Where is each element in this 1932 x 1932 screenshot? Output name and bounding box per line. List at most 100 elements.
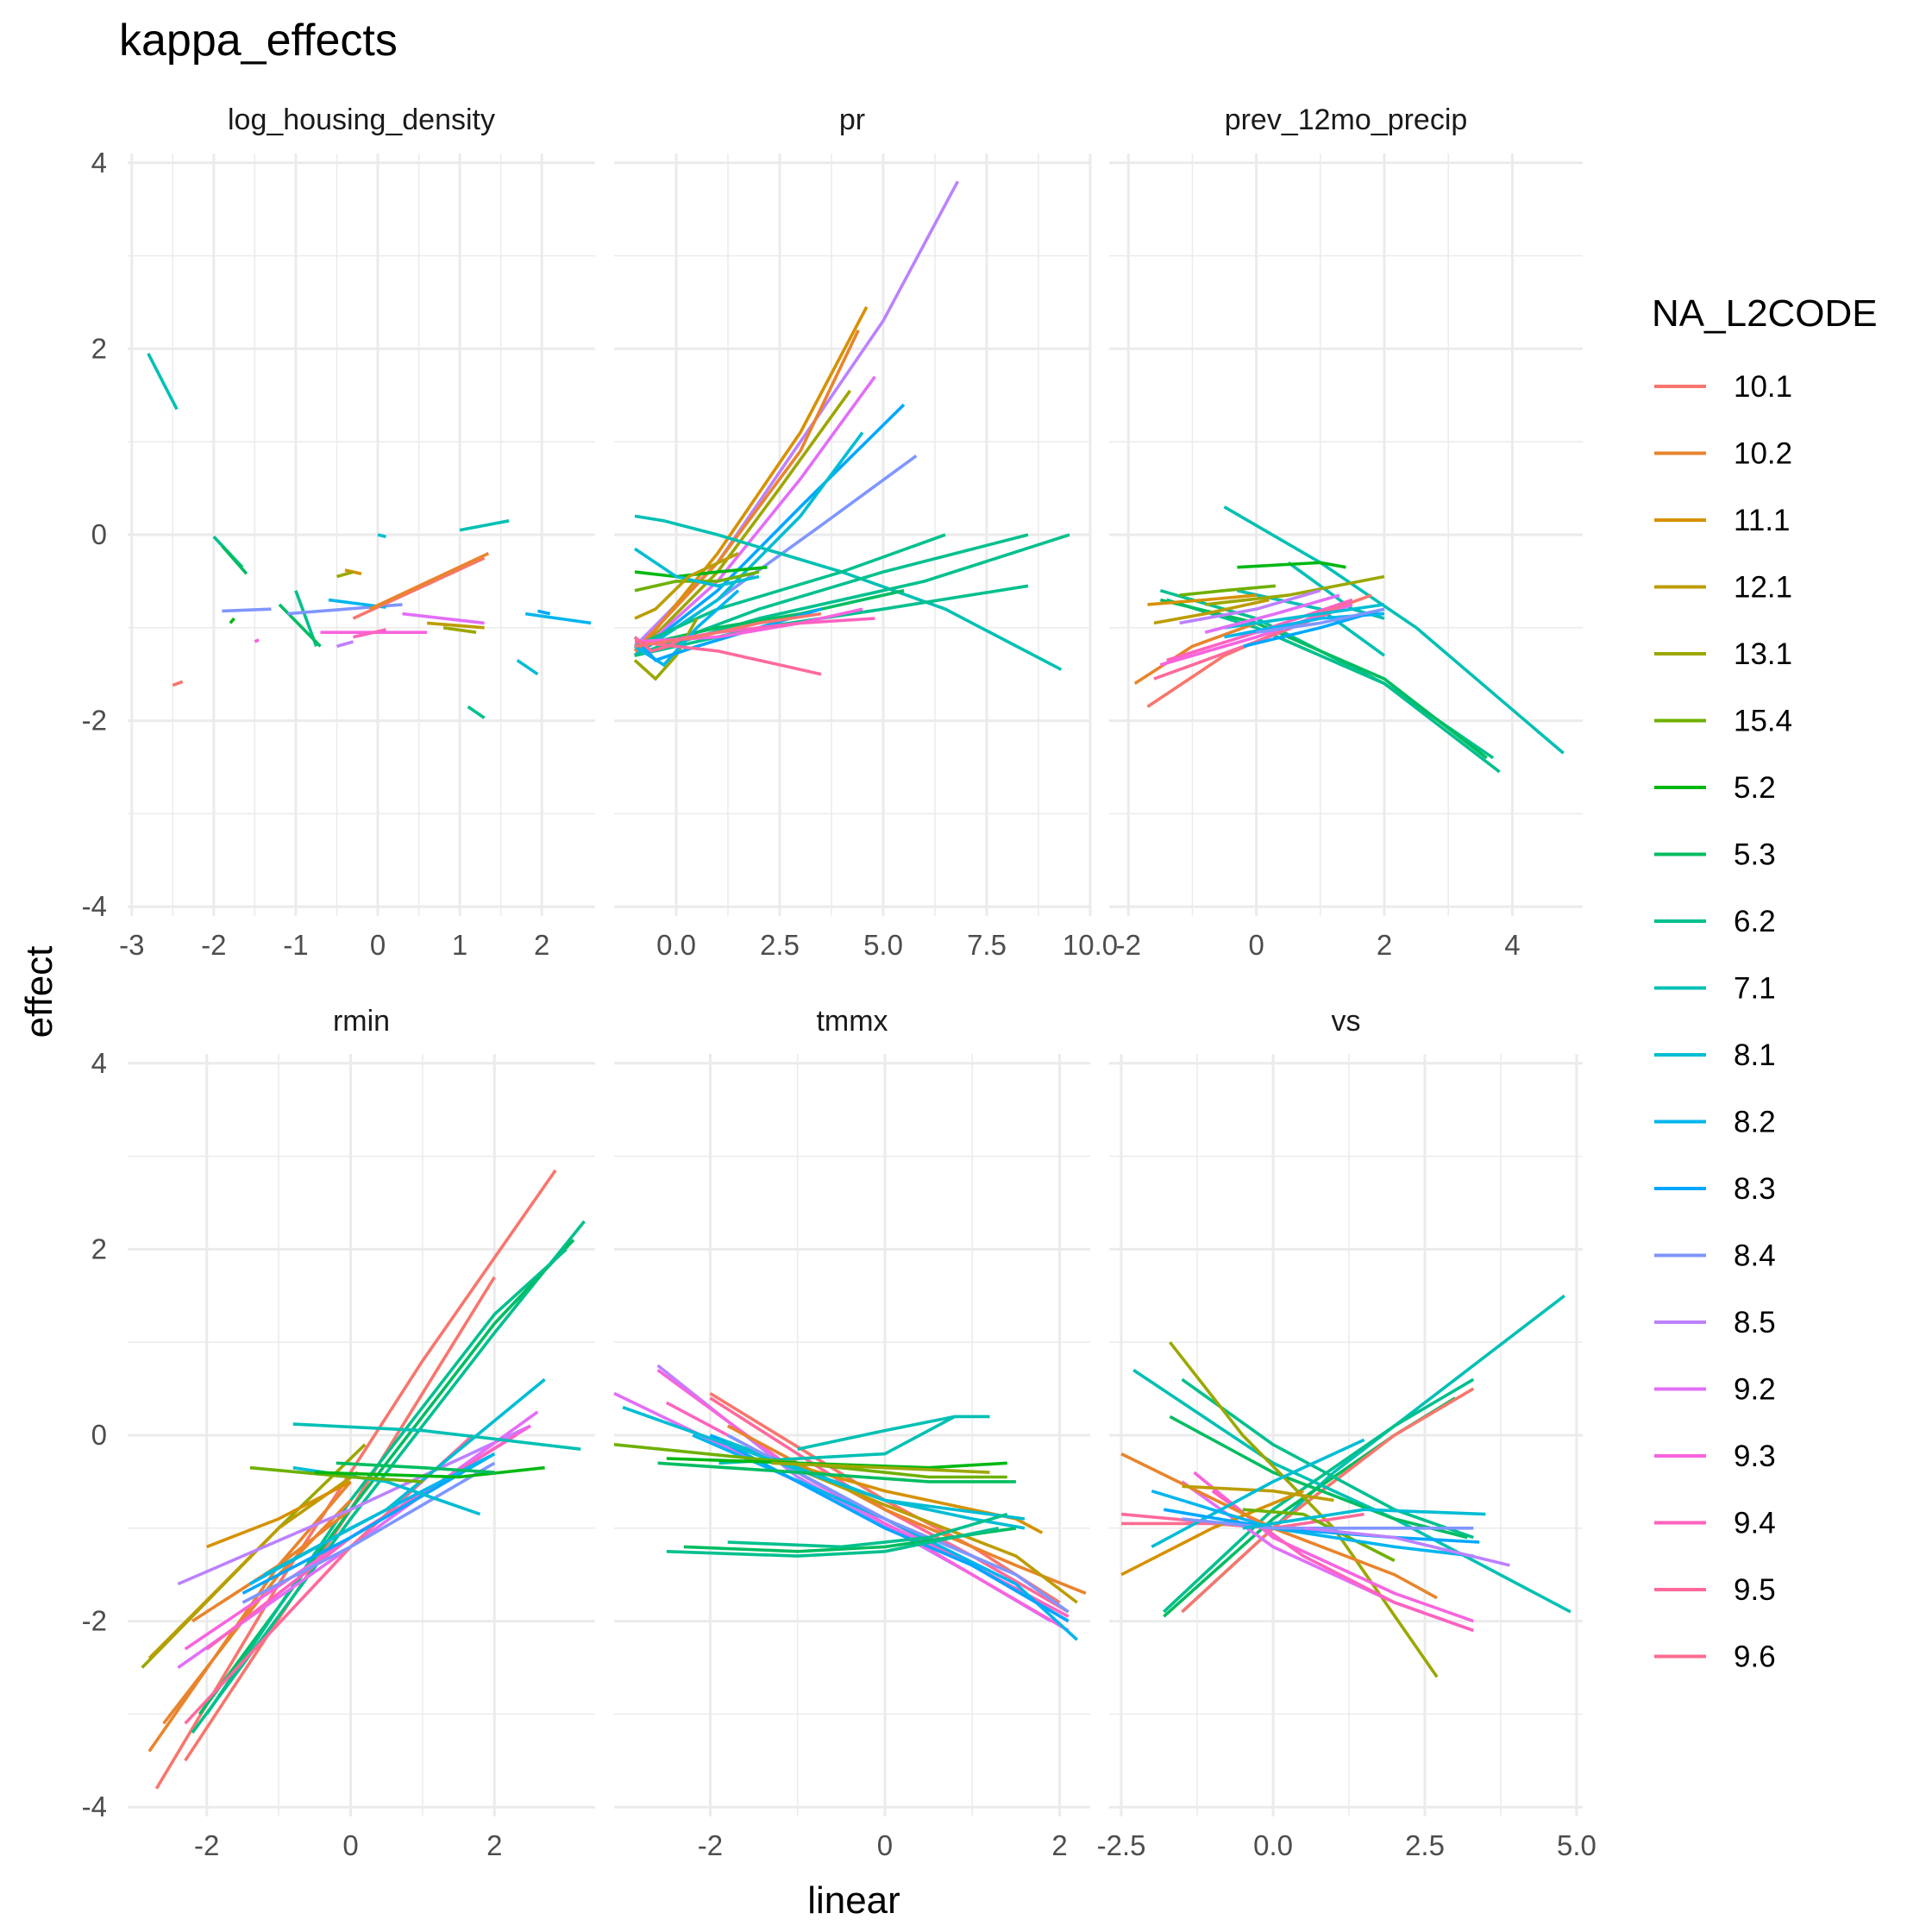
series-line-8-5 xyxy=(336,640,354,649)
series-line-15-4 xyxy=(1179,584,1276,597)
series-line-9-2 xyxy=(633,375,876,657)
legend-item: 11.1 xyxy=(1654,504,1791,537)
series-line-15-4 xyxy=(249,1465,423,1484)
series-line-8-3 xyxy=(537,609,551,616)
legend-item: 6.2 xyxy=(1654,905,1776,938)
x-tick-label: 0 xyxy=(370,929,386,961)
series-line-10-2 xyxy=(368,551,490,611)
x-tick-label: 0.0 xyxy=(656,929,696,961)
series-line-6-2 xyxy=(1163,1377,1475,1614)
series-line-8-1 xyxy=(1224,603,1385,630)
facet-strip-label: prev_12mo_precip xyxy=(1225,104,1468,136)
legend-item: 8.2 xyxy=(1654,1106,1776,1139)
legend-item: 8.3 xyxy=(1654,1172,1776,1206)
series-line-8-4 xyxy=(726,1433,1070,1614)
y-tick-label: 4 xyxy=(91,147,107,179)
series-line-12-1 xyxy=(426,621,485,630)
legend-item: 8.1 xyxy=(1654,1038,1776,1072)
series-line-7-1 xyxy=(1132,1369,1571,1614)
legend-item: 9.6 xyxy=(1654,1640,1776,1674)
x-tick-label: 2 xyxy=(1377,929,1392,961)
y-tick-label: 4 xyxy=(91,1047,107,1079)
series-line-11-1 xyxy=(1147,593,1257,606)
series-line-8-4 xyxy=(242,1461,496,1604)
series-line-9-3 xyxy=(656,1369,1070,1632)
x-tick-label: 4 xyxy=(1504,929,1520,961)
x-tick-label: -2.5 xyxy=(1097,1829,1146,1861)
series-line-15-4 xyxy=(1242,1508,1396,1563)
facet-series xyxy=(147,352,592,719)
legend-label: 12.1 xyxy=(1734,571,1792,605)
series-line-9-2 xyxy=(402,612,485,625)
facet-series xyxy=(1120,1294,1571,1678)
legend-label: 9.2 xyxy=(1734,1373,1776,1407)
x-tick-label: 5.0 xyxy=(1557,1829,1596,1861)
x-axis-title: linear xyxy=(807,1879,900,1922)
x-tick-label: 2.5 xyxy=(1405,1829,1445,1861)
legend: NA_L2CODE 10.1 10.2 11.1 12.1 13.1 15.4 5.2 5.3… xyxy=(1652,292,1878,1674)
series-line-6-2 xyxy=(666,1527,1000,1558)
legend-label: 10.2 xyxy=(1734,437,1792,471)
series-line-9-5 xyxy=(709,1396,1070,1614)
x-tick-label: -1 xyxy=(283,929,308,961)
series-line-10-1 xyxy=(172,680,184,687)
series-line-6-2 xyxy=(1181,1377,1474,1540)
x-tick-label: 7.5 xyxy=(967,929,1007,961)
legend-item: 9.2 xyxy=(1654,1373,1776,1407)
series-line-11-1 xyxy=(1120,1490,1304,1577)
series-line-5-2 xyxy=(229,617,235,624)
x-tick-label: 2 xyxy=(1051,1829,1067,1861)
series-line-8-2 xyxy=(524,612,592,625)
x-tick-label: 5.0 xyxy=(863,929,903,961)
series-line-8-1 xyxy=(516,659,539,676)
legend-item: 15.4 xyxy=(1654,705,1792,738)
series-line-11-1 xyxy=(633,306,869,657)
series-line-12-1 xyxy=(1153,598,1270,625)
legend-label: 10.1 xyxy=(1734,370,1792,404)
series-line-8-1 xyxy=(622,1406,1026,1521)
facet-log-housing-density: log_housing_density -3 -2 -1 0 1 2 -4 -2 0 2 4 xyxy=(82,104,595,961)
legend-label: 9.5 xyxy=(1734,1573,1776,1607)
series-line-7-1 xyxy=(292,1422,581,1451)
x-tick-label: 0 xyxy=(342,1829,358,1861)
legend-label: 5.2 xyxy=(1734,771,1776,805)
series-line-11-1 xyxy=(206,1480,352,1549)
legend-label: 9.6 xyxy=(1734,1640,1776,1674)
legend-label: 5.3 xyxy=(1734,838,1776,872)
facet-vs: vs -2.5 0.0 2.5 5.0 xyxy=(1097,1005,1596,1861)
facet-strip-label: rmin xyxy=(333,1005,390,1038)
series-line-7-1 xyxy=(459,519,510,532)
y-tick-label: -2 xyxy=(82,1605,107,1637)
legend-label: 6.2 xyxy=(1734,905,1776,938)
y-tick-label: -2 xyxy=(82,705,107,737)
series-line-7-1 xyxy=(797,1414,990,1451)
facet-prev-12mo-precip: prev_12mo_precip -2 0 2 4 xyxy=(1109,104,1583,961)
series-line-9-4 xyxy=(353,628,386,639)
legend-item: 13.1 xyxy=(1654,637,1792,671)
series-line-5-3 xyxy=(1159,598,1488,760)
series-line-13-1 xyxy=(442,626,477,634)
legend-label: 7.1 xyxy=(1734,972,1776,1006)
legend-label: 11.1 xyxy=(1734,504,1791,537)
x-tick-label: -2 xyxy=(194,1829,219,1861)
series-line-8-1 xyxy=(633,547,760,588)
legend-label: 8.4 xyxy=(1734,1239,1776,1273)
series-line-9-3 xyxy=(254,638,260,643)
x-tick-label: -3 xyxy=(119,929,144,961)
legend-label: 8.5 xyxy=(1734,1306,1776,1339)
facet-pr: pr 0.0 2.5 5.0 7.5 10.0 xyxy=(614,104,1118,961)
facet-panels: log_housing_density -3 -2 -1 0 1 2 -4 -2 0 2 4 pr 0.0… xyxy=(82,104,1596,1861)
series-line-8-5 xyxy=(1303,1527,1510,1567)
legend-title: NA_L2CODE xyxy=(1652,292,1878,335)
series-line-5-3 xyxy=(336,1461,495,1474)
series-line-10-1 xyxy=(634,612,822,649)
x-tick-label: 0.0 xyxy=(1253,1829,1293,1861)
series-line-8-5 xyxy=(1179,588,1321,625)
y-axis-title: effect xyxy=(18,946,60,1038)
series-line-13-1 xyxy=(1205,574,1385,606)
legend-label: 9.4 xyxy=(1734,1507,1776,1540)
series-line-5-3 xyxy=(221,544,248,575)
legend-item: 5.2 xyxy=(1654,771,1776,805)
series-line-15-4 xyxy=(613,1443,1007,1479)
facet-series xyxy=(633,180,1070,681)
